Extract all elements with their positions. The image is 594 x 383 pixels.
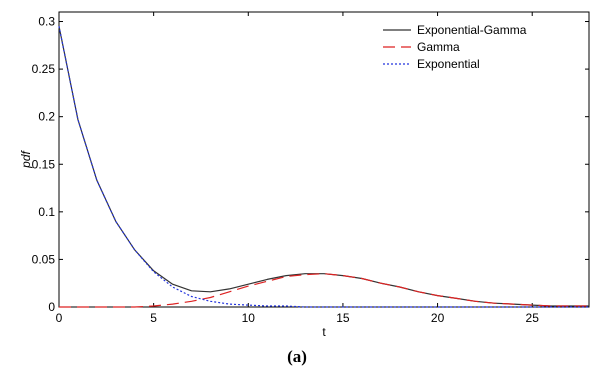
x-tick-label: 20	[431, 311, 445, 325]
y-tick-label: 0.3	[38, 15, 55, 29]
series-lines	[58, 26, 589, 308]
y-tick-label: 0.2	[38, 110, 55, 124]
y-tick-label: 0.25	[32, 62, 56, 76]
figure-caption: (a)	[287, 347, 307, 366]
x-tick-label: 5	[150, 311, 157, 325]
y-tick-label: 0.1	[38, 205, 55, 219]
x-tick-label: 15	[336, 311, 350, 325]
series-line-3	[58, 26, 589, 308]
legend-label: Gamma	[417, 40, 460, 54]
series-line-1	[58, 26, 589, 307]
plot-frame	[58, 11, 590, 308]
legend: Exponential-Gamma Gamma Exponential	[383, 23, 527, 71]
x-axis-label: t	[322, 325, 326, 339]
x-tick-label: 25	[526, 311, 540, 325]
legend-label: Exponential-Gamma	[417, 23, 527, 37]
x-tick-label: 0	[56, 311, 63, 325]
axis-ticks: 0 5 10 15 20 25 0 0.05 0.1 0.15 0.2 0.25 0.3	[32, 12, 589, 325]
y-axis-label: pdf	[19, 149, 33, 168]
y-tick-label: 0	[48, 300, 55, 314]
legend-label: Exponential	[417, 57, 480, 71]
y-tick-label: 0.05	[32, 252, 56, 266]
x-tick-label: 10	[242, 311, 256, 325]
y-tick-label: 0.15	[32, 157, 56, 171]
series-line-2	[59, 273, 589, 308]
pdf-line-chart: 0 5 10 15 20 25 0 0.05 0.1 0.15 0.2 0.25 0.3 t pdf E…	[19, 11, 590, 339]
